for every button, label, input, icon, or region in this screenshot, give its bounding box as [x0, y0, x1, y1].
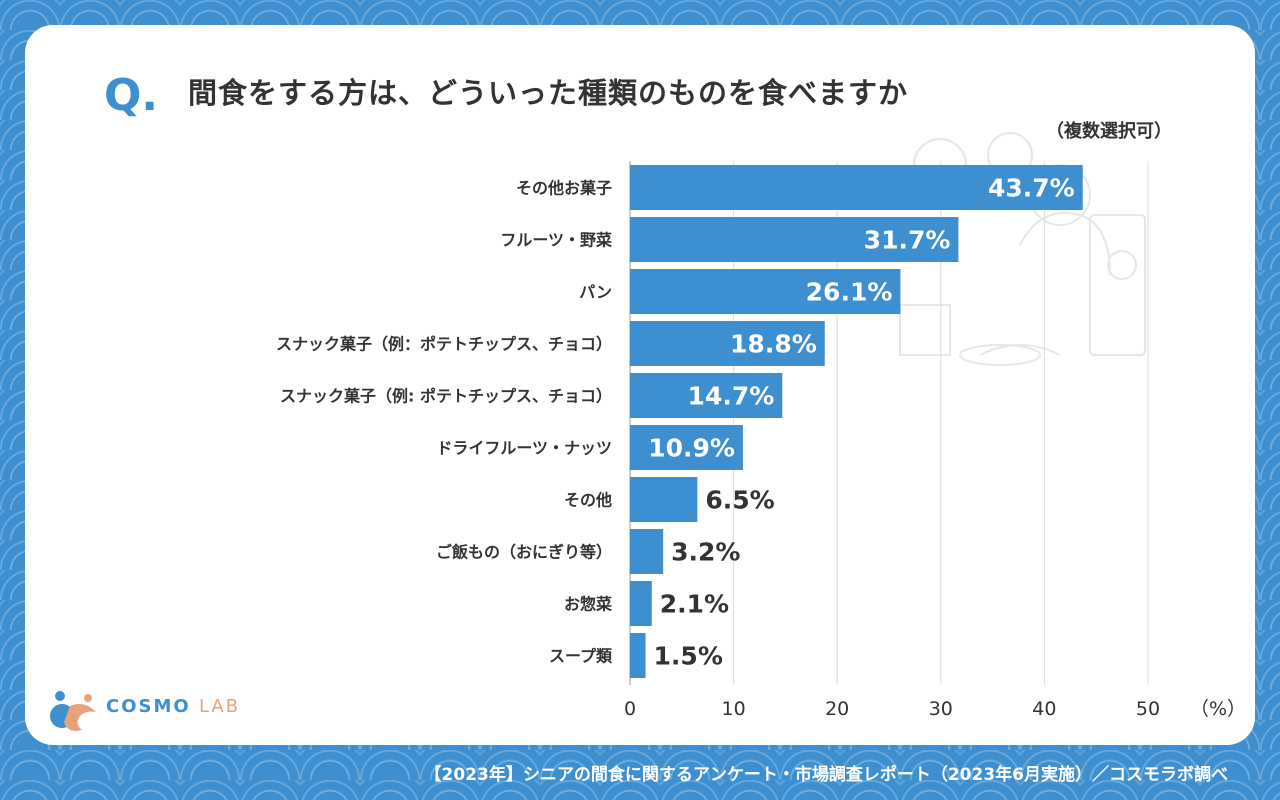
logo-sub-text: LAB — [198, 696, 241, 717]
value-label: 2.1% — [660, 590, 729, 619]
bar — [630, 633, 646, 678]
value-label: 26.1% — [806, 278, 893, 307]
value-label: 3.2% — [671, 538, 740, 567]
bar — [630, 373, 783, 418]
bar — [630, 529, 664, 574]
logo-main-text: COSMO — [106, 696, 191, 717]
category-label: スナック菓子（例: ポテトチップス、チョコ） — [280, 387, 612, 406]
value-label: 1.5% — [654, 642, 723, 671]
category-label: スープ類 — [549, 647, 613, 666]
x-tick-label: 20 — [825, 698, 849, 720]
logo-mark-icon — [50, 691, 96, 731]
cosmo-lab-logo: COSMO LAB — [48, 686, 248, 736]
bar — [630, 165, 1083, 210]
category-label: ドライフルーツ・ナッツ — [436, 439, 612, 458]
x-tick-label: 0 — [624, 698, 636, 720]
multi-select-note: （複数選択可） — [1046, 121, 1172, 142]
bar — [630, 269, 901, 314]
chart-title: 間食をする方は、どういった種類のものを食べますか — [188, 76, 909, 110]
x-tick-label: 30 — [929, 698, 953, 720]
question-mark-label: Q. — [104, 70, 159, 121]
value-label: 10.9% — [648, 434, 735, 463]
category-label: スナック菓子（例：ポテトチップス、チョコ） — [276, 335, 612, 354]
x-tick-label: 10 — [722, 698, 746, 720]
value-label: 14.7% — [688, 382, 775, 411]
bar — [630, 425, 743, 470]
category-label: お惣菜 — [564, 595, 612, 614]
logo-text: COSMO LAB — [106, 696, 240, 717]
x-unit-label: （%） — [1190, 698, 1246, 720]
category-label: フルーツ・野菜 — [500, 231, 612, 250]
category-label: ご飯もの（おにぎり等） — [436, 543, 612, 562]
x-tick-label: 50 — [1136, 698, 1160, 720]
value-label: 31.7% — [864, 226, 951, 255]
category-label: その他お菓子 — [516, 179, 612, 198]
category-label: その他 — [564, 491, 612, 510]
value-label: 18.8% — [730, 330, 817, 359]
bar — [630, 477, 698, 522]
x-tick-label: 40 — [1032, 698, 1056, 720]
bar — [630, 321, 825, 366]
value-label: 43.7% — [988, 174, 1075, 203]
bar — [630, 217, 959, 262]
value-label: 6.5% — [705, 486, 774, 515]
category-label: パン — [579, 283, 612, 302]
source-footer: 【2023年】シニアの間食に関するアンケート・市場調査レポート（2023年6月実… — [424, 765, 1228, 785]
bar — [630, 581, 652, 626]
